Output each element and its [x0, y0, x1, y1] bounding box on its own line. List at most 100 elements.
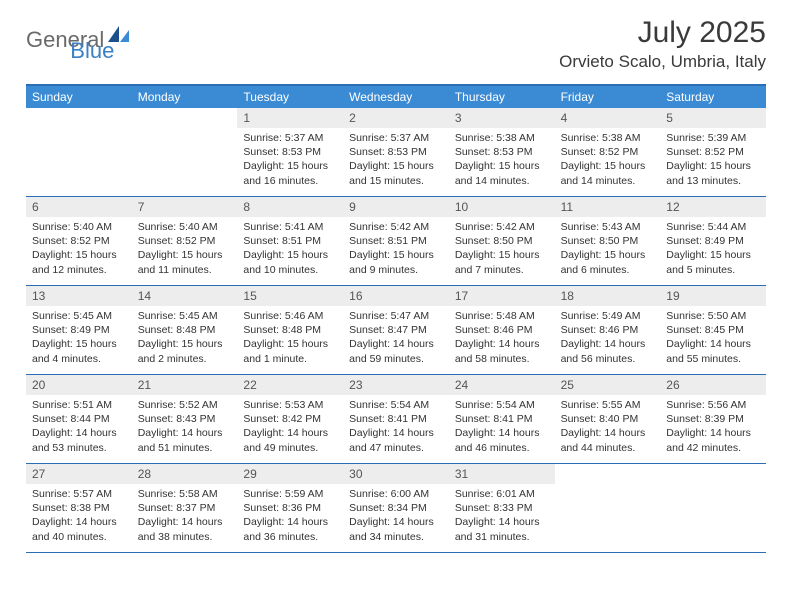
- day-details: Sunrise: 5:38 AMSunset: 8:53 PMDaylight:…: [449, 128, 555, 194]
- sunset-text: Sunset: 8:52 PM: [561, 145, 655, 159]
- day-details: Sunrise: 6:00 AMSunset: 8:34 PMDaylight:…: [343, 484, 449, 550]
- daylight-text-2: and 31 minutes.: [455, 530, 549, 544]
- day-number: 19: [660, 286, 766, 306]
- location-label: Orvieto Scalo, Umbria, Italy: [559, 52, 766, 72]
- sunset-text: Sunset: 8:50 PM: [561, 234, 655, 248]
- day-details: Sunrise: 5:42 AMSunset: 8:50 PMDaylight:…: [449, 217, 555, 283]
- weekday-saturday: Saturday: [660, 86, 766, 108]
- daylight-text-1: Daylight: 14 hours: [349, 337, 443, 351]
- day-number: 15: [237, 286, 343, 306]
- sunrise-text: Sunrise: 5:42 AM: [455, 220, 549, 234]
- day-number: 7: [132, 197, 238, 217]
- day-number: 21: [132, 375, 238, 395]
- day-cell: 21Sunrise: 5:52 AMSunset: 8:43 PMDayligh…: [132, 375, 238, 463]
- day-number: 16: [343, 286, 449, 306]
- sunset-text: Sunset: 8:51 PM: [243, 234, 337, 248]
- daylight-text-2: and 12 minutes.: [32, 263, 126, 277]
- logo: General Blue: [26, 16, 114, 64]
- day-details: Sunrise: 5:42 AMSunset: 8:51 PMDaylight:…: [343, 217, 449, 283]
- daylight-text-1: Daylight: 15 hours: [32, 248, 126, 262]
- daylight-text-2: and 51 minutes.: [138, 441, 232, 455]
- sunrise-text: Sunrise: 5:56 AM: [666, 398, 760, 412]
- sunrise-text: Sunrise: 5:49 AM: [561, 309, 655, 323]
- day-number: 30: [343, 464, 449, 484]
- day-cell: 23Sunrise: 5:54 AMSunset: 8:41 PMDayligh…: [343, 375, 449, 463]
- day-cell: 19Sunrise: 5:50 AMSunset: 8:45 PMDayligh…: [660, 286, 766, 374]
- day-cell: 6Sunrise: 5:40 AMSunset: 8:52 PMDaylight…: [26, 197, 132, 285]
- sunrise-text: Sunrise: 5:48 AM: [455, 309, 549, 323]
- day-cell: 12Sunrise: 5:44 AMSunset: 8:49 PMDayligh…: [660, 197, 766, 285]
- day-details: Sunrise: 5:48 AMSunset: 8:46 PMDaylight:…: [449, 306, 555, 372]
- sunrise-text: Sunrise: 5:58 AM: [138, 487, 232, 501]
- daylight-text-2: and 34 minutes.: [349, 530, 443, 544]
- daylight-text-2: and 46 minutes.: [455, 441, 549, 455]
- sunset-text: Sunset: 8:53 PM: [243, 145, 337, 159]
- day-cell: 13Sunrise: 5:45 AMSunset: 8:49 PMDayligh…: [26, 286, 132, 374]
- daylight-text-1: Daylight: 15 hours: [32, 337, 126, 351]
- day-details: Sunrise: 5:46 AMSunset: 8:48 PMDaylight:…: [237, 306, 343, 372]
- daylight-text-2: and 14 minutes.: [455, 174, 549, 188]
- daylight-text-2: and 4 minutes.: [32, 352, 126, 366]
- day-details: Sunrise: 5:55 AMSunset: 8:40 PMDaylight:…: [555, 395, 661, 461]
- day-cell: 28Sunrise: 5:58 AMSunset: 8:37 PMDayligh…: [132, 464, 238, 552]
- sunset-text: Sunset: 8:44 PM: [32, 412, 126, 426]
- daylight-text-1: Daylight: 15 hours: [455, 159, 549, 173]
- weekday-friday: Friday: [555, 86, 661, 108]
- daylight-text-2: and 40 minutes.: [32, 530, 126, 544]
- sunset-text: Sunset: 8:52 PM: [32, 234, 126, 248]
- day-empty: [660, 464, 766, 552]
- day-cell: 3Sunrise: 5:38 AMSunset: 8:53 PMDaylight…: [449, 108, 555, 196]
- weekday-wednesday: Wednesday: [343, 86, 449, 108]
- week-row: 1Sunrise: 5:37 AMSunset: 8:53 PMDaylight…: [26, 108, 766, 197]
- day-details: Sunrise: 5:38 AMSunset: 8:52 PMDaylight:…: [555, 128, 661, 194]
- day-details: Sunrise: 5:43 AMSunset: 8:50 PMDaylight:…: [555, 217, 661, 283]
- daylight-text-2: and 1 minute.: [243, 352, 337, 366]
- daylight-text-1: Daylight: 15 hours: [243, 159, 337, 173]
- daylight-text-1: Daylight: 15 hours: [243, 248, 337, 262]
- daylight-text-2: and 11 minutes.: [138, 263, 232, 277]
- weekday-sunday: Sunday: [26, 86, 132, 108]
- daylight-text-2: and 15 minutes.: [349, 174, 443, 188]
- day-number: 14: [132, 286, 238, 306]
- day-number: 28: [132, 464, 238, 484]
- sunrise-text: Sunrise: 5:59 AM: [243, 487, 337, 501]
- day-details: Sunrise: 5:45 AMSunset: 8:49 PMDaylight:…: [26, 306, 132, 372]
- day-number: 17: [449, 286, 555, 306]
- day-cell: 5Sunrise: 5:39 AMSunset: 8:52 PMDaylight…: [660, 108, 766, 196]
- day-details: Sunrise: 5:47 AMSunset: 8:47 PMDaylight:…: [343, 306, 449, 372]
- sunset-text: Sunset: 8:36 PM: [243, 501, 337, 515]
- day-cell: 15Sunrise: 5:46 AMSunset: 8:48 PMDayligh…: [237, 286, 343, 374]
- daylight-text-2: and 14 minutes.: [561, 174, 655, 188]
- daylight-text-1: Daylight: 14 hours: [666, 426, 760, 440]
- weekday-header-row: SundayMondayTuesdayWednesdayThursdayFrid…: [26, 86, 766, 108]
- daylight-text-2: and 38 minutes.: [138, 530, 232, 544]
- daylight-text-2: and 44 minutes.: [561, 441, 655, 455]
- daylight-text-1: Daylight: 15 hours: [561, 159, 655, 173]
- daylight-text-1: Daylight: 14 hours: [32, 515, 126, 529]
- day-details: Sunrise: 5:39 AMSunset: 8:52 PMDaylight:…: [660, 128, 766, 194]
- sunset-text: Sunset: 8:41 PM: [455, 412, 549, 426]
- day-details: Sunrise: 5:54 AMSunset: 8:41 PMDaylight:…: [343, 395, 449, 461]
- daylight-text-1: Daylight: 15 hours: [666, 248, 760, 262]
- sunrise-text: Sunrise: 5:55 AM: [561, 398, 655, 412]
- day-details: Sunrise: 5:40 AMSunset: 8:52 PMDaylight:…: [26, 217, 132, 283]
- day-cell: 29Sunrise: 5:59 AMSunset: 8:36 PMDayligh…: [237, 464, 343, 552]
- weekday-tuesday: Tuesday: [237, 86, 343, 108]
- sunset-text: Sunset: 8:48 PM: [138, 323, 232, 337]
- daylight-text-2: and 16 minutes.: [243, 174, 337, 188]
- day-cell: 27Sunrise: 5:57 AMSunset: 8:38 PMDayligh…: [26, 464, 132, 552]
- day-details: Sunrise: 5:40 AMSunset: 8:52 PMDaylight:…: [132, 217, 238, 283]
- sunset-text: Sunset: 8:34 PM: [349, 501, 443, 515]
- day-number: 4: [555, 108, 661, 128]
- day-cell: 30Sunrise: 6:00 AMSunset: 8:34 PMDayligh…: [343, 464, 449, 552]
- sunrise-text: Sunrise: 5:57 AM: [32, 487, 126, 501]
- day-details: Sunrise: 5:54 AMSunset: 8:41 PMDaylight:…: [449, 395, 555, 461]
- daylight-text-2: and 13 minutes.: [666, 174, 760, 188]
- daylight-text-2: and 49 minutes.: [243, 441, 337, 455]
- sunrise-text: Sunrise: 5:50 AM: [666, 309, 760, 323]
- day-details: Sunrise: 5:44 AMSunset: 8:49 PMDaylight:…: [660, 217, 766, 283]
- daylight-text-2: and 56 minutes.: [561, 352, 655, 366]
- sunrise-text: Sunrise: 5:52 AM: [138, 398, 232, 412]
- day-number: 13: [26, 286, 132, 306]
- sunrise-text: Sunrise: 5:40 AM: [138, 220, 232, 234]
